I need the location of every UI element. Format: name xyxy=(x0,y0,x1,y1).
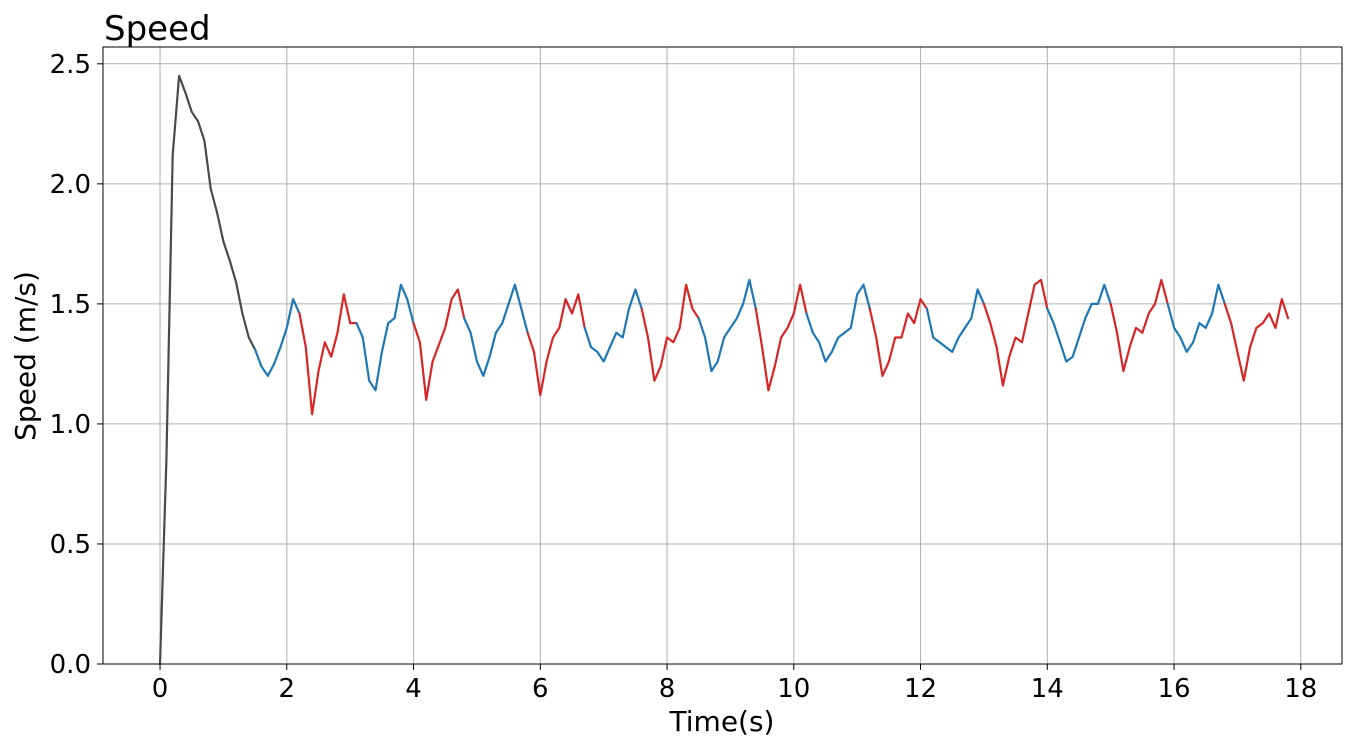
speed-series-line xyxy=(640,283,700,382)
speed-series-line xyxy=(254,298,301,377)
plot-frame xyxy=(102,46,1343,665)
y-tick-label: 1.0 xyxy=(50,410,91,440)
speed-series-line xyxy=(583,288,643,363)
x-tick-label: 8 xyxy=(659,674,676,704)
speed-series-line xyxy=(982,278,1049,387)
y-tick-label: 2.5 xyxy=(50,50,91,80)
x-tick-label: 14 xyxy=(1031,674,1064,704)
y-axis-label: Speed (m/s) xyxy=(9,271,42,441)
speed-series-line xyxy=(805,283,871,363)
speed-series-line xyxy=(412,288,466,401)
grid xyxy=(103,47,1342,665)
x-tick-label: 12 xyxy=(904,674,937,704)
y-tick-label: 1.5 xyxy=(50,290,91,320)
x-tick-label: 10 xyxy=(777,674,810,704)
y-tick-label: 0.5 xyxy=(50,530,91,560)
speed-series-line xyxy=(158,74,257,666)
speed-series-line xyxy=(355,283,415,392)
x-axis-label: Time(s) xyxy=(669,705,775,738)
x-tick-label: 18 xyxy=(1284,674,1317,704)
x-tick-label: 4 xyxy=(405,674,422,704)
speed-series-line xyxy=(868,298,929,377)
speed-series-line xyxy=(697,278,757,373)
series-lines xyxy=(158,74,1290,666)
speed-series-line xyxy=(298,293,358,416)
speed-series-line xyxy=(1166,283,1226,353)
x-tick-label: 2 xyxy=(279,674,296,704)
x-axis-ticks: 0 2 4 6 8 10 12 14 16 18 xyxy=(152,664,1317,704)
speed-series-line xyxy=(754,283,808,392)
y-tick-label: 0.0 xyxy=(50,650,91,680)
x-tick-label: 0 xyxy=(152,674,169,704)
y-axis-ticks: 0.0 0.5 1.0 1.5 2.0 2.5 xyxy=(50,50,103,680)
speed-series-line xyxy=(1046,283,1112,363)
speed-series-line xyxy=(1109,278,1169,373)
y-tick-label: 2.0 xyxy=(50,170,91,200)
speed-series-line xyxy=(925,288,986,353)
speed-series-line xyxy=(1223,298,1290,382)
x-tick-label: 16 xyxy=(1158,674,1191,704)
speed-series-line xyxy=(463,283,529,377)
speed-series-line xyxy=(526,293,586,397)
x-tick-label: 6 xyxy=(532,674,549,704)
chart-title: Speed xyxy=(104,9,211,49)
